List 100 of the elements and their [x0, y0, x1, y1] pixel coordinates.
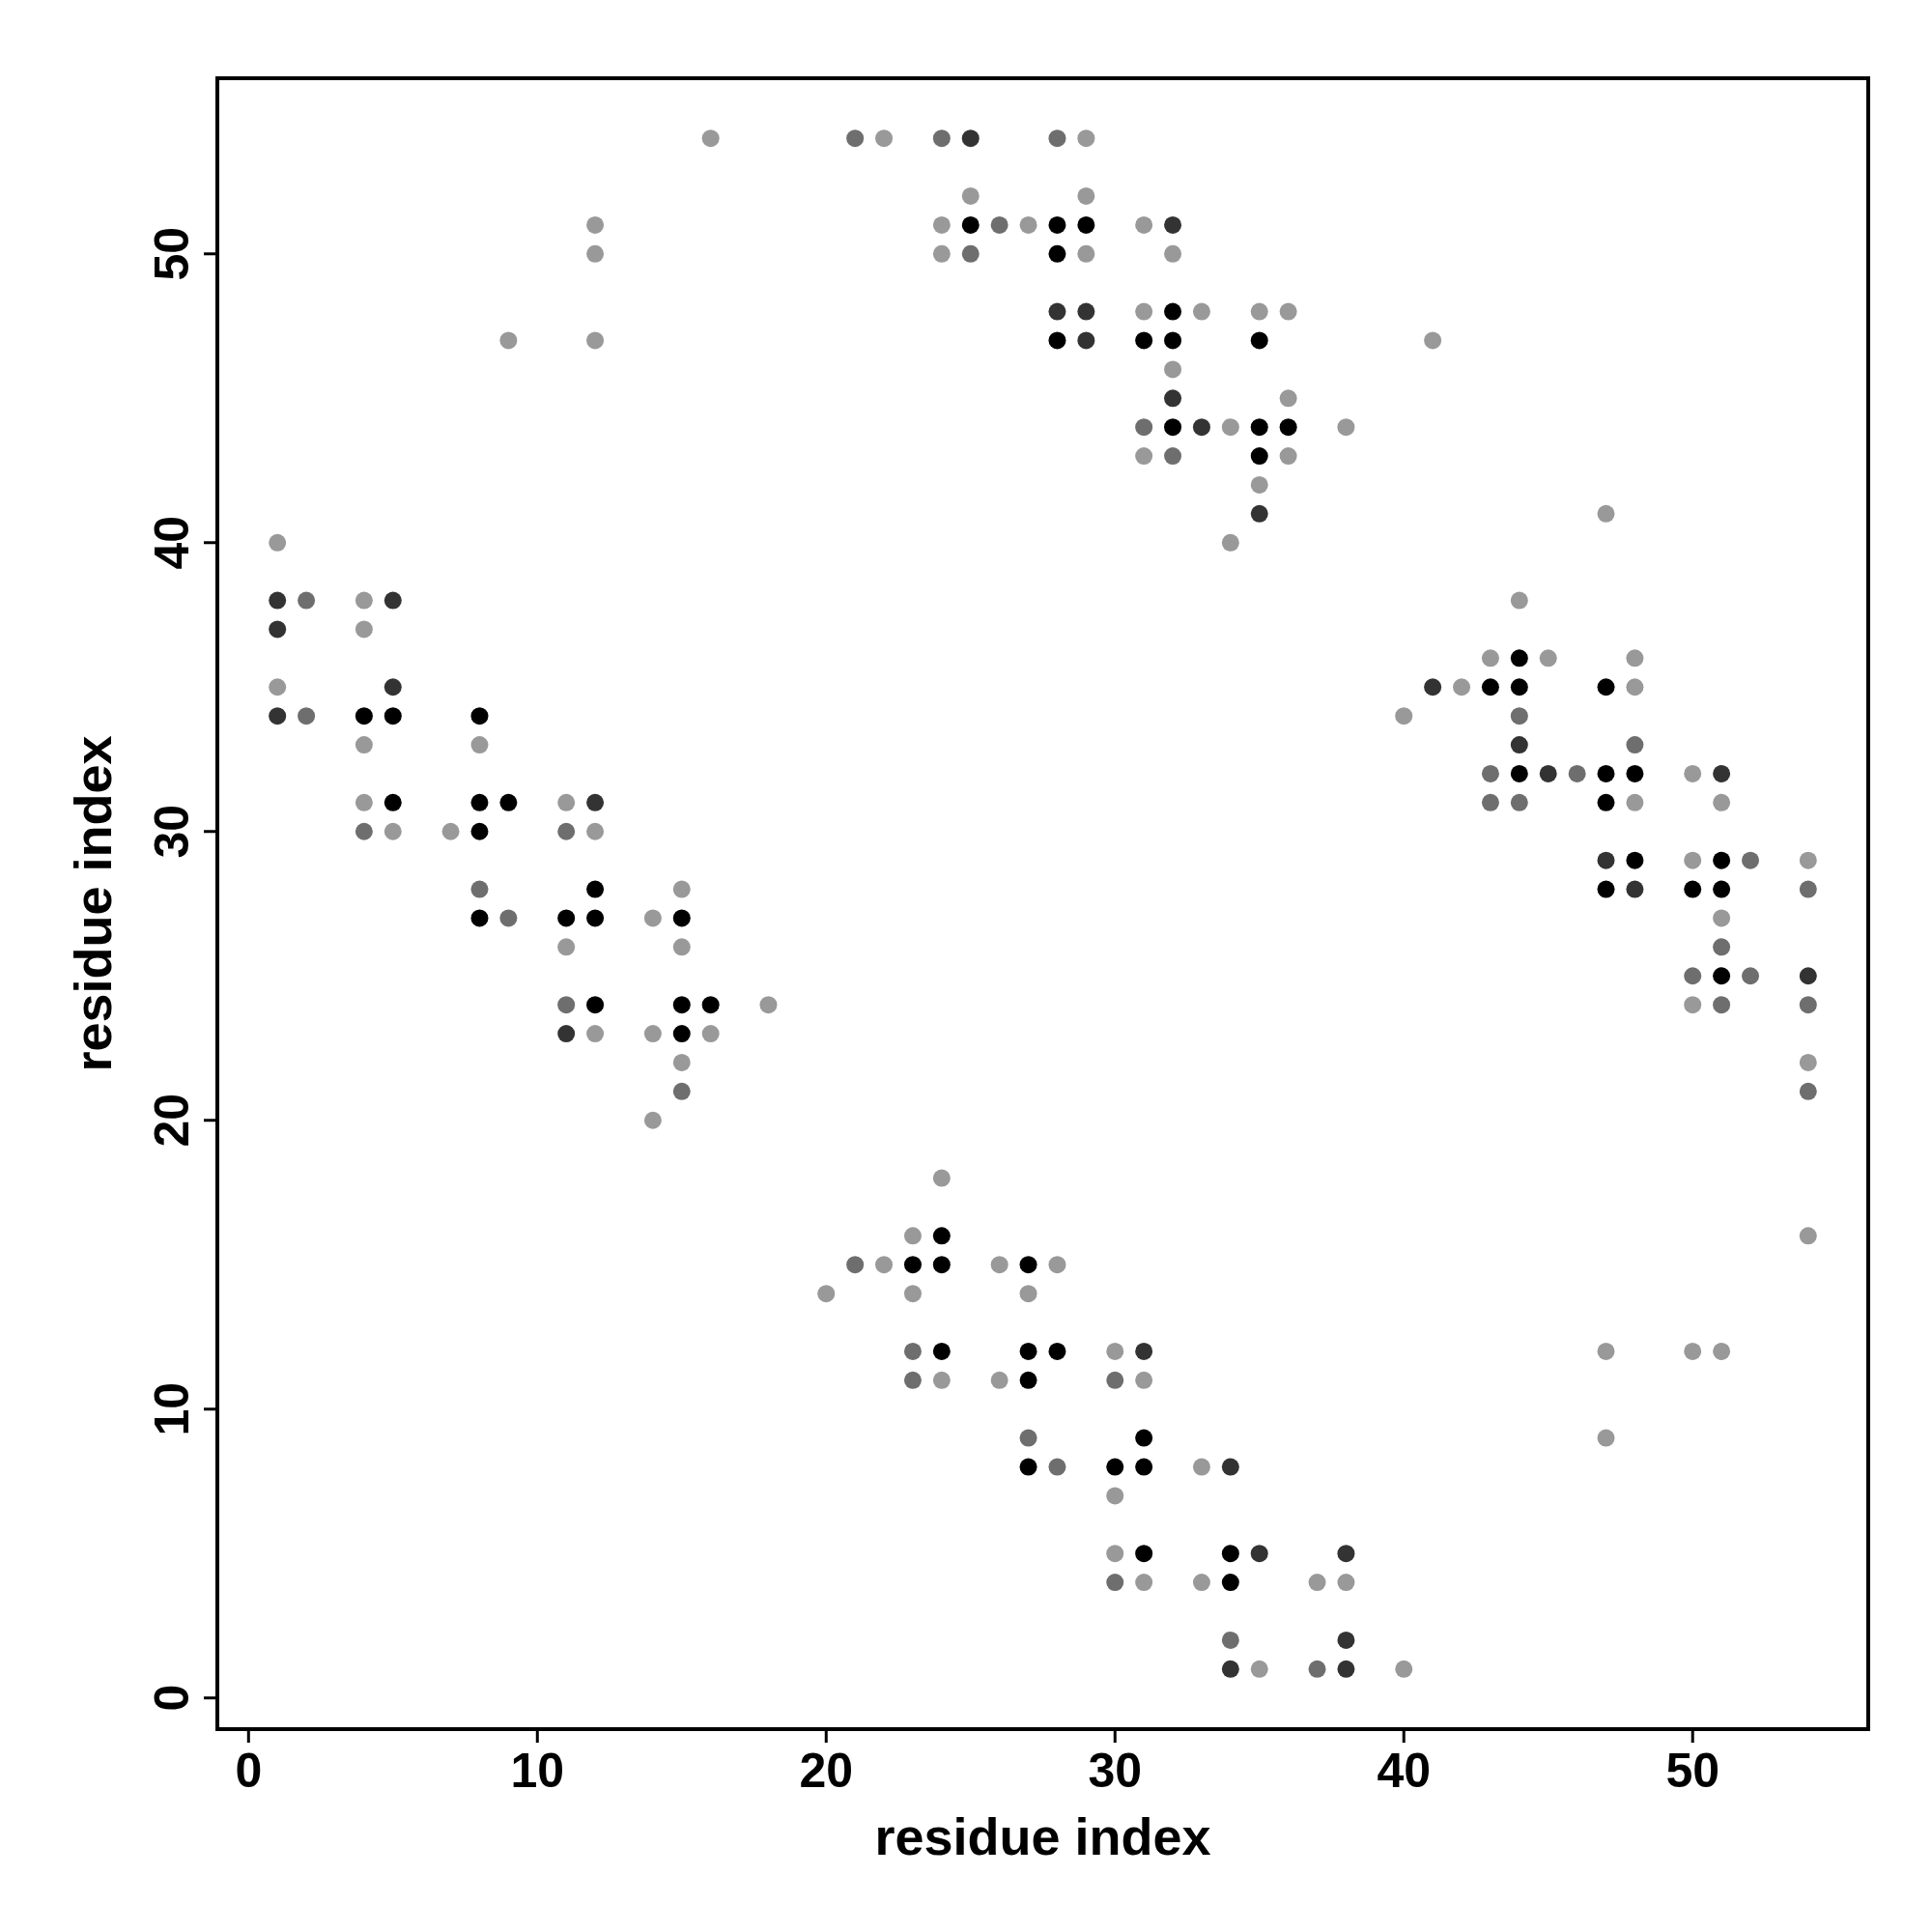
point: [1164, 447, 1182, 466]
point: [1510, 678, 1528, 696]
point: [1077, 302, 1095, 321]
point: [1164, 215, 1182, 234]
point: [1221, 1574, 1239, 1592]
point: [1077, 331, 1095, 350]
point: [470, 880, 489, 898]
point: [269, 707, 287, 725]
point: [586, 909, 605, 927]
point: [1510, 764, 1528, 782]
point: [1510, 793, 1528, 811]
x-tick-label: 40: [1377, 1744, 1432, 1798]
point: [1106, 1458, 1124, 1476]
point: [1135, 1429, 1153, 1447]
point: [1250, 504, 1268, 523]
point: [1106, 1574, 1124, 1592]
point: [1019, 1256, 1037, 1274]
point: [1684, 967, 1702, 985]
point: [1019, 1458, 1037, 1476]
point: [1135, 1545, 1153, 1563]
point: [1597, 678, 1615, 696]
point: [1019, 1342, 1037, 1360]
point: [1424, 678, 1442, 696]
point: [846, 129, 865, 148]
point: [1164, 331, 1182, 350]
point: [384, 591, 402, 610]
point: [355, 707, 373, 725]
point: [1048, 215, 1066, 234]
point: [586, 793, 605, 811]
point: [1019, 1429, 1037, 1447]
point: [1135, 1458, 1153, 1476]
point: [1568, 764, 1586, 782]
point: [1250, 331, 1268, 350]
point: [1337, 1545, 1355, 1563]
point: [1713, 996, 1731, 1014]
y-tick-label: 50: [145, 226, 199, 281]
point: [1221, 1458, 1239, 1476]
point: [932, 1227, 951, 1245]
point: [1597, 793, 1615, 811]
x-tick-label: 50: [1665, 1744, 1720, 1798]
point: [384, 678, 402, 696]
y-tick-label: 0: [145, 1684, 199, 1712]
point: [586, 996, 605, 1014]
point: [932, 1256, 951, 1274]
point: [1164, 418, 1182, 437]
point: [1626, 880, 1644, 898]
point: [1308, 1660, 1326, 1678]
point: [932, 129, 951, 148]
point: [1135, 1342, 1153, 1360]
point: [1539, 764, 1557, 782]
point: [1684, 880, 1702, 898]
point: [470, 909, 489, 927]
point: [1510, 649, 1528, 668]
y-tick-label: 10: [145, 1381, 199, 1436]
point: [903, 1256, 922, 1274]
point: [903, 1371, 922, 1389]
point: [1048, 302, 1066, 321]
point: [1221, 1660, 1239, 1678]
point: [1510, 736, 1528, 754]
point: [1019, 1371, 1037, 1389]
point: [1077, 215, 1095, 234]
point: [1799, 880, 1817, 898]
point: [961, 244, 980, 263]
x-tick-label: 20: [799, 1744, 854, 1798]
point: [269, 591, 287, 610]
y-tick-label: 40: [145, 515, 199, 570]
point: [470, 707, 489, 725]
point: [1250, 1545, 1268, 1563]
point: [1135, 331, 1153, 350]
point: [384, 707, 402, 725]
point: [470, 793, 489, 811]
point: [1337, 1660, 1355, 1678]
point: [1713, 764, 1731, 782]
point: [1048, 331, 1066, 350]
point: [672, 996, 691, 1014]
point: [1510, 707, 1528, 725]
y-axis-title: residue index: [64, 735, 122, 1072]
point: [1597, 764, 1615, 782]
x-tick-label: 30: [1088, 1744, 1143, 1798]
point: [1279, 418, 1297, 437]
point: [1626, 736, 1644, 754]
point: [1481, 764, 1499, 782]
point: [1799, 996, 1817, 1014]
point: [961, 129, 980, 148]
point: [557, 1025, 576, 1043]
point: [557, 822, 576, 840]
point: [1626, 851, 1644, 869]
point: [1713, 967, 1731, 985]
point: [1597, 880, 1615, 898]
y-tick-label: 20: [145, 1093, 199, 1148]
point: [1164, 389, 1182, 408]
point: [701, 996, 720, 1014]
point: [846, 1256, 865, 1274]
point: [1135, 418, 1153, 437]
point: [1048, 1342, 1066, 1360]
point: [499, 909, 518, 927]
point: [961, 215, 980, 234]
point: [1742, 967, 1760, 985]
x-tick-label: 0: [235, 1744, 263, 1798]
point: [1250, 418, 1268, 437]
